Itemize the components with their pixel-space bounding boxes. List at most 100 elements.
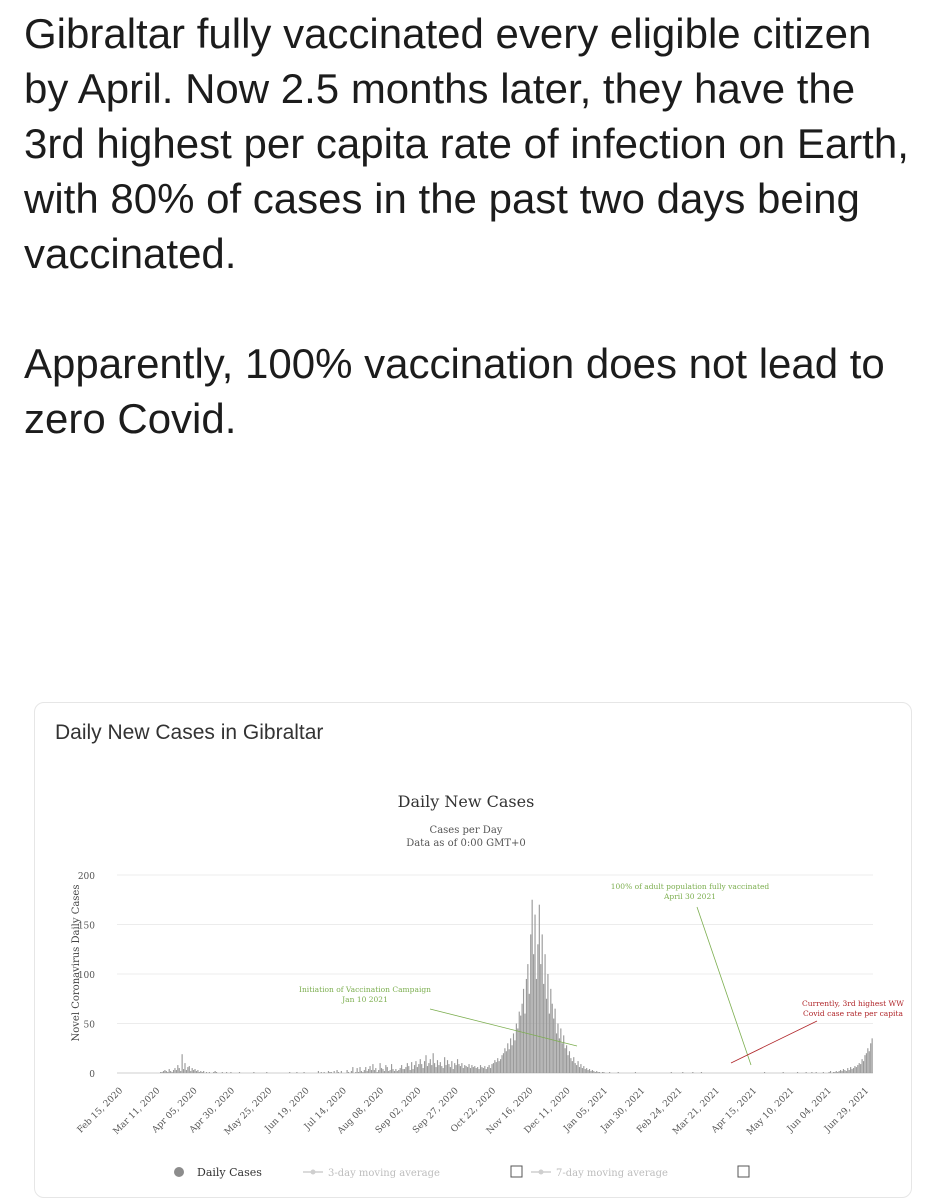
bar: [862, 1061, 865, 1073]
bar: [181, 1054, 183, 1073]
bar: [379, 1063, 381, 1073]
bar: [583, 1066, 585, 1073]
bar: [537, 944, 539, 1073]
bar: [340, 1071, 342, 1073]
legend-label-daily-cases: Daily Cases: [197, 1166, 262, 1179]
bar: [782, 1072, 784, 1073]
annotation-text: 100% of adult population fully vaccinate…: [611, 882, 770, 891]
bar: [811, 1072, 813, 1073]
bar: [266, 1072, 268, 1073]
bar: [847, 1068, 849, 1073]
bar: [597, 1072, 599, 1073]
bar: [864, 1055, 866, 1073]
bar: [474, 1066, 476, 1073]
bar: [195, 1071, 198, 1073]
bar: [861, 1059, 863, 1073]
bar: [488, 1065, 490, 1073]
bar: [465, 1066, 467, 1073]
legend-dot-icon: [174, 1167, 184, 1177]
y-tick-label: 50: [84, 1021, 96, 1031]
grid-lines: [117, 874, 873, 1074]
bar: [557, 1023, 559, 1073]
bar: [432, 1053, 434, 1073]
bar: [571, 1061, 573, 1073]
annotation-line: [429, 1008, 578, 1047]
bar: [215, 1072, 218, 1073]
bar: [167, 1072, 169, 1073]
bar: [452, 1069, 454, 1073]
bar: [495, 1062, 497, 1073]
bar: [330, 1072, 332, 1073]
bar: [365, 1067, 367, 1073]
chart-subtitle-2: Data as of 0:00 GMT+0: [406, 838, 526, 849]
bar: [296, 1072, 298, 1073]
bar: [541, 934, 543, 1073]
bar: [419, 1059, 421, 1073]
bar: [408, 1066, 410, 1073]
bar: [492, 1063, 494, 1073]
bar: [359, 1067, 361, 1073]
bar: [617, 1072, 619, 1073]
bar: [428, 1063, 430, 1073]
bar: [174, 1068, 176, 1073]
bar: [482, 1068, 484, 1073]
bar: [162, 1071, 165, 1073]
bar: [160, 1072, 162, 1073]
bar: [524, 1013, 526, 1073]
bar: [570, 1058, 572, 1073]
bar: [471, 1065, 473, 1073]
bar: [796, 1072, 799, 1073]
bar: [399, 1068, 401, 1073]
legend-label-3day: 3-day moving average: [328, 1168, 440, 1179]
post-paragraph-2: Apparently, 100% vaccination does not le…: [24, 340, 885, 442]
bar: [478, 1069, 480, 1073]
chart-title: Daily New Cases: [398, 792, 535, 811]
bar: [553, 1018, 555, 1073]
bar: [213, 1072, 215, 1073]
bar: [346, 1070, 348, 1073]
bar: [845, 1071, 847, 1073]
bar: [401, 1065, 403, 1073]
bar: [289, 1072, 291, 1073]
bar: [203, 1071, 205, 1073]
bar: [670, 1072, 672, 1073]
bar: [865, 1053, 867, 1073]
bar: [190, 1071, 192, 1073]
bar: [848, 1070, 850, 1073]
bar: [835, 1071, 837, 1073]
bar: [547, 974, 549, 1073]
bar: [184, 1063, 186, 1073]
bar: [413, 1065, 416, 1073]
bar: [421, 1064, 423, 1073]
post-text: Gibraltar fully vaccinated every eligibl…: [24, 6, 924, 446]
bar: [168, 1069, 170, 1073]
y-axis-label: Novel Coronavirus Daily Cases: [71, 885, 82, 1042]
bar: [238, 1072, 241, 1073]
bar: [566, 1045, 568, 1073]
bar: [180, 1071, 182, 1073]
bar: [576, 1065, 578, 1073]
bar: [320, 1072, 322, 1073]
bar: [858, 1063, 860, 1073]
bar: [481, 1067, 483, 1073]
post-paragraph-1: Gibraltar fully vaccinated every eligibl…: [24, 10, 909, 277]
bar: [366, 1071, 368, 1073]
bar: [581, 1068, 583, 1073]
bar: [172, 1070, 175, 1073]
bar: [360, 1071, 363, 1073]
bar: [507, 1043, 509, 1073]
bar: [829, 1071, 832, 1073]
bar: [368, 1069, 370, 1073]
bar: [336, 1070, 338, 1073]
bar: [870, 1043, 872, 1073]
bar: [594, 1072, 596, 1073]
bar: [531, 899, 533, 1073]
bar: [550, 988, 552, 1073]
bar: [436, 1060, 439, 1073]
bar: [444, 1057, 446, 1073]
bar: [805, 1072, 807, 1073]
bar: [860, 1064, 862, 1073]
bar: [692, 1072, 694, 1073]
legend[interactable]: Daily Cases 3-day moving average 7-day mov…: [174, 1165, 750, 1179]
